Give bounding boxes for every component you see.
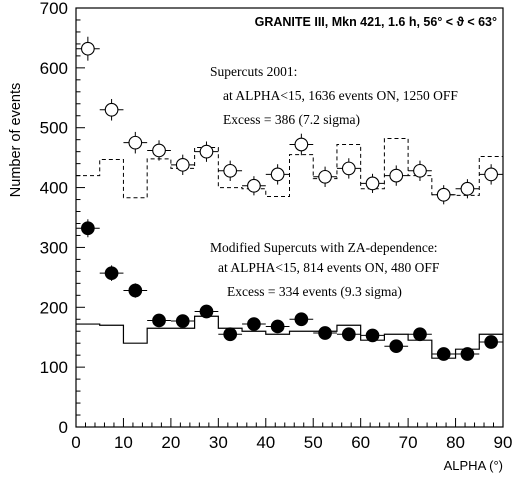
modified-point [365, 328, 380, 343]
off-histogram-modified [76, 315, 503, 359]
chart-text: GRANITE III, Mkn 421, 1.6 h, 56° < ϑ < 6… [8, 15, 503, 473]
y-tick-label: 300 [40, 238, 68, 257]
modified-point [413, 327, 427, 342]
modified-point [128, 283, 143, 298]
chart-title: GRANITE III, Mkn 421, 1.6 h, 56° < ϑ < 6… [255, 15, 497, 29]
annotation-supercuts-excess: Excess = 386 (7.2 sigma) [223, 112, 360, 127]
annotation-modified-title: Modified Supercuts with ZA-dependence: [210, 240, 438, 255]
x-tick-label: 60 [351, 433, 370, 452]
x-tick-label: 40 [256, 433, 275, 452]
modified-point [341, 327, 356, 342]
x-tick-label: 80 [446, 433, 465, 452]
modified-point [436, 347, 451, 361]
supercuts-point [81, 41, 95, 56]
x-tick-label: 50 [304, 433, 323, 452]
y-tick-label: 100 [40, 358, 68, 377]
supercuts-point [270, 167, 285, 182]
supercuts-point [199, 144, 214, 159]
supercuts-point [365, 176, 380, 191]
modified-point [247, 317, 261, 331]
annotation-supercuts-counts: at ALPHA<15, 1636 events ON, 1250 OFF [223, 88, 458, 103]
modified-point [152, 313, 166, 328]
y-tick-label: 600 [40, 59, 68, 78]
supercuts-point [484, 167, 498, 182]
data-series [76, 36, 503, 361]
modified-point [175, 314, 190, 328]
plot-axes [75, 7, 504, 428]
modified-point [460, 347, 475, 361]
modified-point [81, 221, 95, 236]
supercuts-point [389, 168, 404, 183]
modified-point [318, 326, 332, 340]
supercuts-point [460, 181, 475, 196]
y-axis-label: Number of events [8, 83, 24, 197]
supercuts-point [436, 187, 451, 202]
modified-point [199, 304, 214, 319]
supercuts-point [175, 157, 190, 172]
y-tick-label: 400 [40, 179, 68, 198]
x-tick-label: 70 [399, 433, 418, 452]
y-tick-label: 500 [40, 119, 68, 138]
modified-point [294, 312, 309, 327]
supercuts-point [152, 143, 166, 158]
plot-frame [75, 7, 504, 428]
modified-point [104, 266, 119, 281]
supercuts-point [247, 178, 261, 193]
modified-point [389, 339, 404, 354]
annotation-supercuts-title: Supercuts 2001: [210, 64, 297, 79]
supercuts-point [223, 163, 238, 178]
y-tick-label: 200 [40, 298, 68, 317]
modified-point [484, 335, 498, 349]
supercuts-point [128, 135, 143, 150]
modified-point [270, 319, 285, 334]
supercuts-point [341, 161, 356, 176]
supercuts-point [413, 163, 427, 178]
supercuts-point [104, 102, 119, 117]
x-tick-label: 30 [209, 433, 228, 452]
off-histogram-supercuts [76, 137, 503, 199]
x-tick-label: 10 [114, 433, 133, 452]
x-tick-label: 90 [494, 433, 513, 452]
x-axis-label: ALPHA (°) [444, 458, 503, 473]
supercuts-point [318, 169, 332, 184]
annotation-modified-counts: at ALPHA<15, 814 events ON, 480 OFF [218, 260, 440, 275]
y-tick-label: 0 [59, 418, 68, 437]
x-tick-label: 20 [161, 433, 180, 452]
annotation-modified-excess: Excess = 334 events (9.3 sigma) [227, 284, 402, 299]
supercuts-point [294, 137, 309, 152]
y-tick-label: 700 [40, 0, 68, 18]
axis-ticks: 0 10 20 30 40 50 60 70 80 90 0 100 200 300 400 500 600 70… [40, 0, 513, 452]
modified-point [223, 327, 238, 342]
x-tick-label: 0 [71, 433, 80, 452]
